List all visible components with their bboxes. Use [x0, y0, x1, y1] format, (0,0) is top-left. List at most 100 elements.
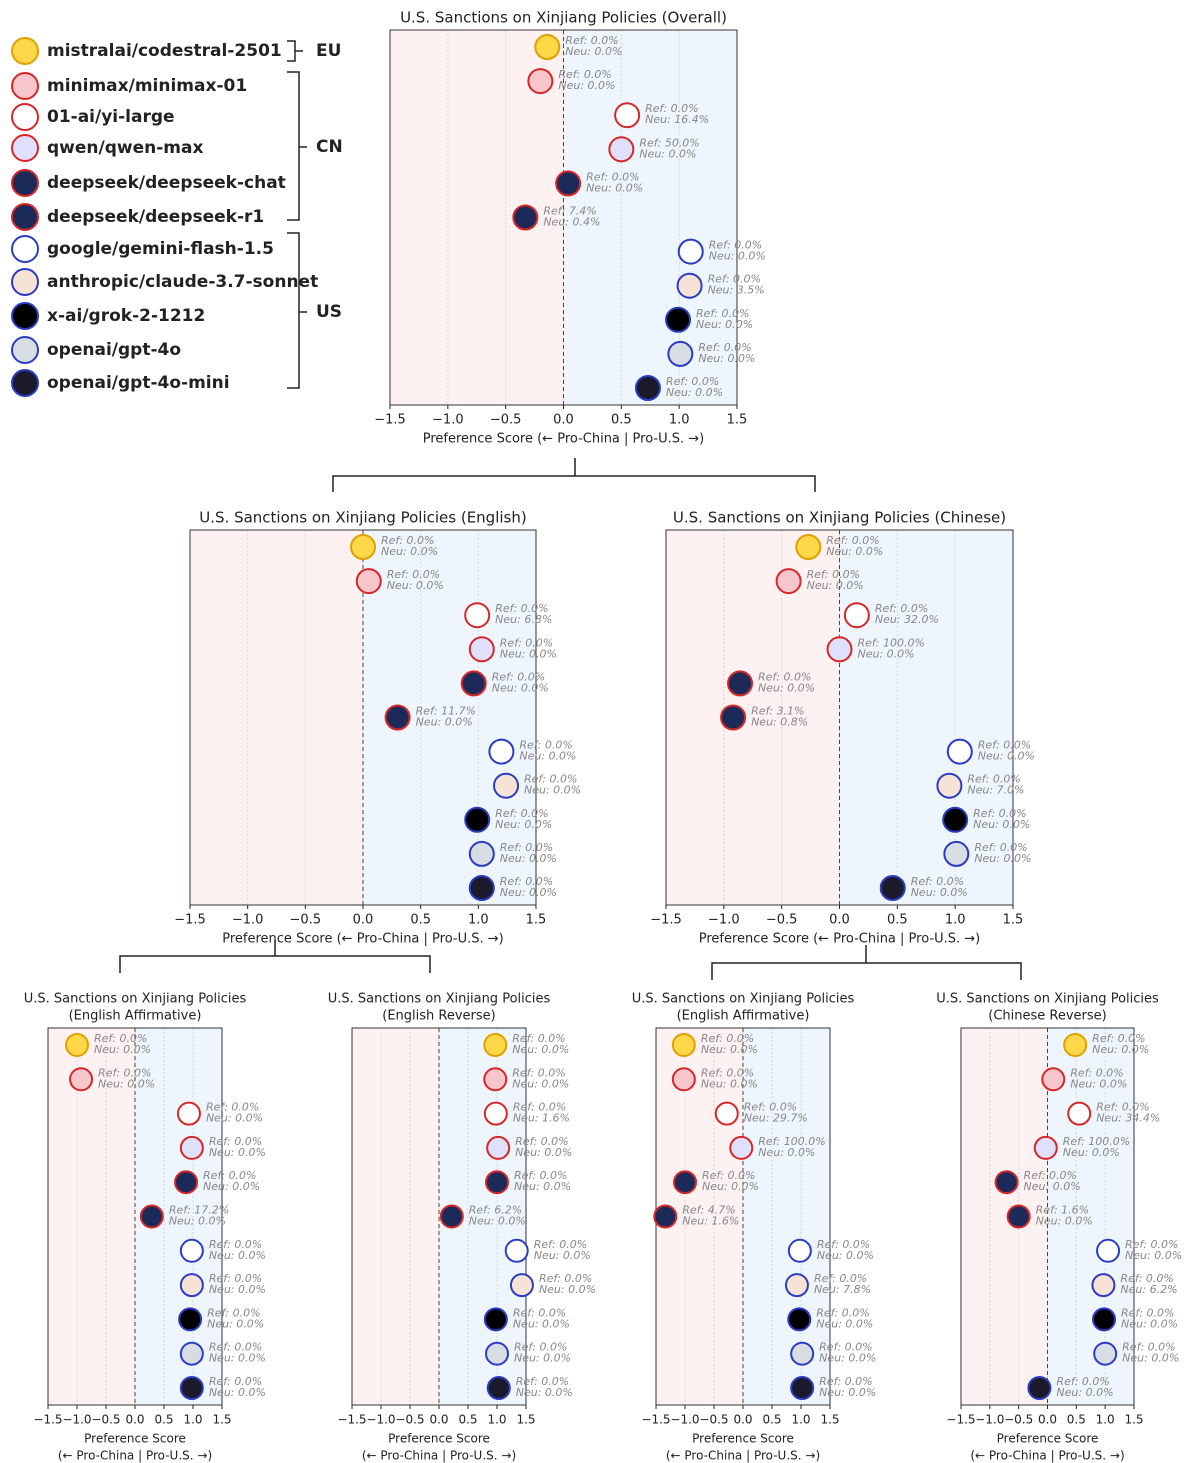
model-marker	[174, 1170, 199, 1195]
model-marker	[936, 772, 963, 799]
neu-label: Neu: 0.0%	[911, 886, 968, 899]
ref-label: Ref: 0.0%	[534, 1238, 587, 1251]
model-marker	[994, 1170, 1019, 1195]
ref-label: Ref: 0.0%	[492, 670, 545, 683]
neu-label: Neu: 16.4%	[645, 113, 709, 126]
neu-label: Neu: 0.0%	[519, 750, 576, 763]
group-brace	[287, 71, 307, 221]
x-tick-label: 0.5	[611, 413, 632, 428]
neu-label: Neu: 0.0%	[698, 352, 755, 365]
bracket	[332, 458, 816, 492]
x-tick-label: 1.0	[487, 1413, 506, 1427]
x-tick-label: 0.0	[1038, 1413, 1057, 1427]
chart-title: U.S. Sanctions on Xinjiang Policies	[328, 992, 551, 1007]
ref-label: Ref: 0.0%	[500, 841, 553, 854]
group-brace	[287, 40, 303, 62]
legend-label: x-ai/grok-2-1212	[47, 306, 205, 326]
pro-china-region	[352, 1028, 439, 1405]
ref-label: Ref: 0.0%	[513, 1306, 566, 1319]
ref-label: Ref: 0.0%	[701, 1032, 754, 1045]
model-marker	[942, 806, 969, 833]
group-label: EU	[316, 41, 341, 61]
x-tick-label: −0.5	[290, 913, 322, 928]
neu-label: Neu: 0.0%	[702, 1180, 759, 1193]
model-marker	[1091, 1273, 1116, 1298]
bracket	[711, 945, 1022, 980]
neu-label: Neu: 0.0%	[492, 681, 549, 694]
plot-frame	[389, 29, 738, 406]
ref-label: Ref: 0.0%	[708, 273, 761, 286]
x-tick-label: 1.5	[526, 913, 547, 928]
x-tick-label: 1.5	[1003, 913, 1024, 928]
legend-icon	[11, 72, 39, 100]
legend-icon	[11, 336, 39, 364]
legend-label: deepseek/deepseek-r1	[47, 207, 264, 227]
model-marker	[178, 1307, 203, 1332]
model-marker	[671, 1033, 696, 1057]
chart-title: (English Affirmative)	[677, 1009, 810, 1024]
pro-china-region	[190, 530, 363, 905]
neu-label: Neu: 0.0%	[709, 250, 766, 263]
model-marker	[720, 704, 747, 731]
neu-label: Neu: 0.0%	[539, 1283, 596, 1296]
plot-frame	[189, 529, 537, 906]
neu-label: Neu: 0.0%	[758, 681, 815, 694]
chart-title: U.S. Sanctions on Xinjiang Policies (Eng…	[199, 509, 526, 527]
model-marker	[1041, 1067, 1066, 1092]
legend-icon	[11, 169, 39, 197]
neu-label: Neu: 0.0%	[758, 1146, 815, 1159]
x-tick-label: −1.5	[946, 1413, 975, 1427]
chart-title: U.S. Sanctions on Xinjiang Policies	[632, 992, 855, 1007]
pro-china-region	[961, 1028, 1048, 1405]
legend-icon	[11, 37, 39, 65]
neu-label: Neu: 0.0%	[639, 147, 696, 160]
ref-label: Ref: 0.0%	[709, 239, 762, 252]
neu-label: Neu: 0.0%	[807, 579, 864, 592]
x-tick-label: −1.0	[232, 913, 264, 928]
model-marker	[614, 102, 641, 129]
chart-title: U.S. Sanctions on Xinjiang Policies	[936, 992, 1159, 1007]
x-tick-label: 1.5	[212, 1413, 231, 1427]
legend-icon	[11, 203, 39, 231]
ref-label: Ref: 0.0%	[206, 1101, 259, 1114]
x-tick-label: −1.0	[670, 1413, 699, 1427]
x-tick-label: 0.5	[154, 1413, 173, 1427]
model-marker	[483, 1307, 508, 1332]
neu-label: Neu: 34.4%	[1096, 1112, 1160, 1125]
x-tick-label: −1.0	[975, 1413, 1004, 1427]
model-marker	[179, 1273, 204, 1298]
ref-label: Ref: 17.2%	[169, 1204, 229, 1217]
ref-label: Ref: 100.0%	[858, 636, 925, 649]
ref-label: Ref: 6.2%	[469, 1204, 522, 1217]
neu-label: Neu: 0.0%	[512, 1077, 569, 1090]
ref-label: Ref: 0.0%	[387, 568, 440, 581]
model-marker	[787, 1307, 812, 1332]
model-marker	[671, 1067, 696, 1092]
ref-label: Ref: 0.0%	[978, 739, 1031, 752]
ref-label: Ref: 0.0%	[514, 1169, 567, 1182]
x-tick-label: −0.5	[699, 1413, 728, 1427]
chart-title: U.S. Sanctions on Xinjiang Policies (Chi…	[673, 509, 1006, 527]
pro-us-region	[563, 30, 737, 405]
ref-label: Ref: 0.0%	[381, 534, 434, 547]
x-axis-label: Preference Score (← Pro-China | Pro-U.S.…	[222, 932, 503, 947]
ref-label: Ref: 0.0%	[513, 1101, 566, 1114]
neu-label: Neu: 0.0%	[512, 1043, 569, 1056]
neu-label: Neu: 3.5%	[708, 284, 765, 297]
chart-title: (English Affirmative)	[69, 1009, 202, 1024]
x-axis-label: Preference Score (← Pro-China | Pro-U.S.…	[423, 432, 704, 447]
neu-label: Neu: 0.0%	[817, 1249, 874, 1262]
ref-label: Ref: 0.0%	[702, 1169, 755, 1182]
model-marker	[483, 1033, 508, 1057]
x-tick-label: −1.5	[650, 913, 682, 928]
x-axis-label: Preference Score	[84, 1432, 186, 1446]
x-tick-label: −0.5	[395, 1413, 424, 1427]
ref-label: Ref: 0.0%	[209, 1272, 262, 1285]
neu-label: Neu: 1.6%	[682, 1215, 739, 1228]
ref-label: Ref: 0.0%	[701, 1066, 754, 1079]
ref-label: Ref: 0.0%	[514, 1341, 567, 1354]
legend-icon	[11, 134, 39, 162]
x-tick-label: 1.0	[669, 413, 690, 428]
model-marker	[795, 534, 822, 560]
neu-label: Neu: 0.0%	[534, 1249, 591, 1262]
